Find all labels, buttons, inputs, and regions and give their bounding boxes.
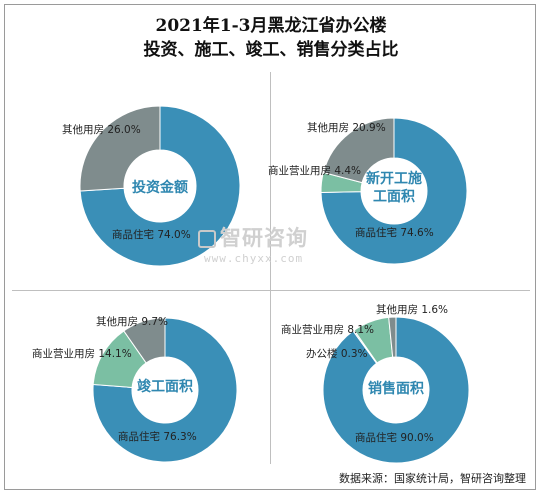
donut-4-center-title: 销售面积 [368,380,424,397]
donut-2-label-3: 其他用房 20.9% [307,121,386,134]
donut-1-label-1: 商品住宅 74.0% [112,228,191,241]
donut-4-label-1: 商品住宅 90.0% [355,431,434,444]
donut-2-label-2: 商业营业用房 4.4% [268,164,361,177]
chart-title-line2: 投资、施工、竣工、销售分类占比 [143,40,399,60]
donut-1-label-2: 其他用房 26.0% [62,123,141,136]
chart-title-line1: 2021年1-3月黑龙江省办公楼 [155,16,387,36]
donut-4-label-4: 其他用房 1.6% [376,303,448,316]
donut-4-slice-1 [322,316,470,464]
donut-1-slice-2 [79,105,161,192]
donut-2-center-title-line1: 新开工施 [366,170,422,187]
horizontal-divider [12,290,530,291]
donut-3-slice-1 [92,317,238,463]
donut-4-slice-4 [388,316,397,358]
donut-4-label-2: 办公楼 0.3% [306,347,368,360]
donut-3-center-title: 竣工面积 [137,378,193,395]
donut-3-slice-3 [123,317,166,364]
donut-3-label-3: 其他用房 9.7% [96,315,168,328]
donut-1-slice-1 [79,105,241,267]
donut-4-label-3: 商业营业用房 8.1% [281,323,374,336]
donut-3-label-1: 商品住宅 76.3% [118,430,197,443]
donut-2-center-title-line2: 工面积 [373,188,415,205]
donut-2-slice-1 [320,117,468,265]
vertical-divider [270,72,271,464]
donut-1-center-title: 投资金额 [132,179,188,196]
donut-3-label-2: 商业营业用房 14.1% [32,347,132,360]
source-note: 数据来源：国家统计局，智研咨询整理 [339,472,526,485]
donut-2-slice-3 [322,117,395,184]
donut-2-label-1: 商品住宅 74.6% [355,226,434,239]
